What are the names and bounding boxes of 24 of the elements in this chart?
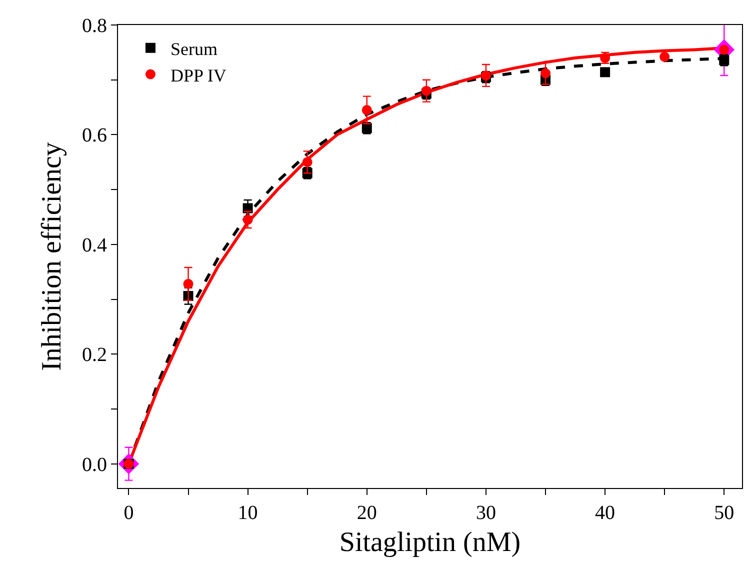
point xyxy=(362,105,372,116)
x-tick-label: 30 xyxy=(476,502,496,524)
y-tick-label: 0.2 xyxy=(82,344,107,366)
point xyxy=(242,214,253,225)
point xyxy=(600,67,610,78)
point xyxy=(183,278,194,289)
y-tick-label: 0.0 xyxy=(82,454,107,476)
point xyxy=(660,52,670,62)
y-tick-label: 0.8 xyxy=(82,15,107,37)
y-tick-label: 0.4 xyxy=(82,234,107,256)
point xyxy=(540,68,551,78)
legend-label: Serum xyxy=(170,38,218,59)
x-tick-label: 10 xyxy=(238,502,258,524)
x-tick-label: 50 xyxy=(714,502,734,524)
point xyxy=(302,157,312,168)
x-tick-label: 40 xyxy=(595,502,616,524)
point xyxy=(421,86,432,96)
y-axis-title: Inhibition efficiency xyxy=(36,142,68,371)
x-tick-label: 0 xyxy=(124,502,134,524)
legend-label: DPP IV xyxy=(170,65,226,86)
x-axis-title: Sitagliptin (nM) xyxy=(339,527,521,558)
point xyxy=(242,203,253,214)
y-tick-label: 0.6 xyxy=(82,124,107,147)
x-tick-label: 20 xyxy=(356,502,377,524)
